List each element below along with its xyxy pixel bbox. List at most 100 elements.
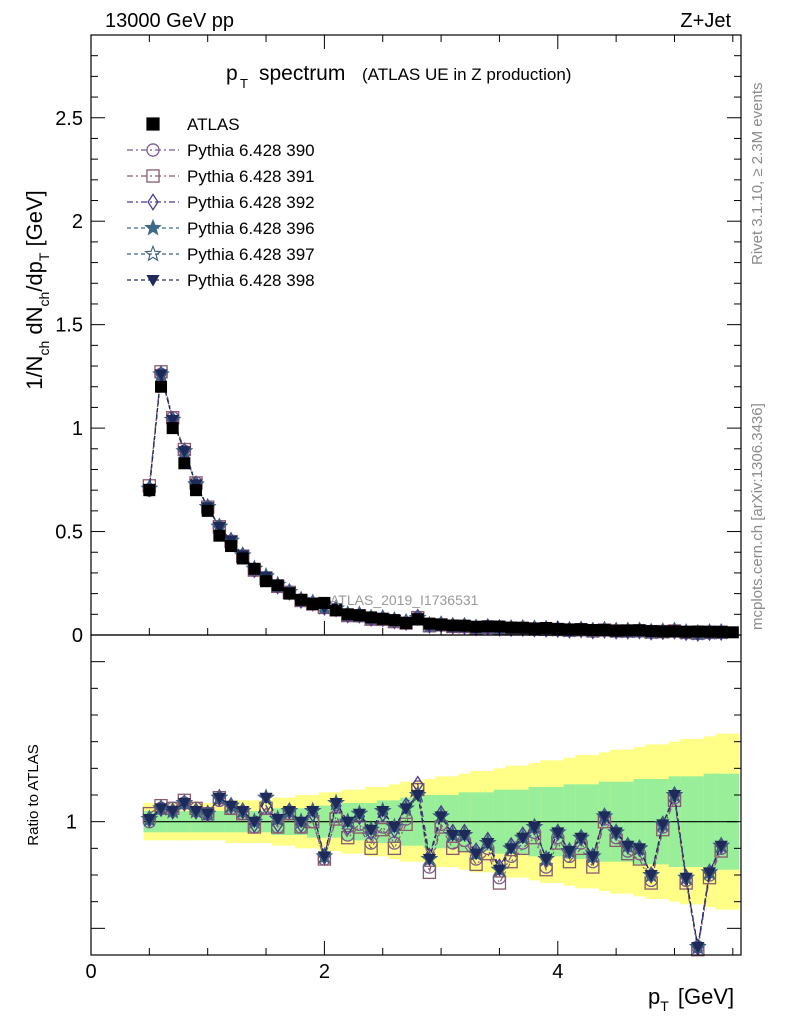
ratio-series-point <box>411 790 425 802</box>
atlas-data-point <box>388 614 401 627</box>
ratio-series-point <box>469 848 483 861</box>
legend-marker <box>146 143 160 157</box>
legend-marker <box>146 169 160 183</box>
atlas-data-point <box>143 484 156 497</box>
atlas-data-point <box>656 625 669 638</box>
legend-marker-atlas <box>146 117 160 131</box>
atlas-data-point <box>528 622 541 635</box>
atlas-data-point <box>446 619 459 632</box>
y-tick-label: 1 <box>72 418 83 440</box>
legend-marker <box>144 244 162 262</box>
atlas-data-point <box>166 422 179 435</box>
legend-marker <box>144 218 162 236</box>
ratio-tick-label: 1 <box>66 812 77 834</box>
atlas-data-point <box>598 624 611 637</box>
ratio-series-point <box>399 803 413 815</box>
atlas-data-point <box>260 575 273 588</box>
x-tick-label: 4 <box>552 961 563 983</box>
ratio-series-point <box>294 816 308 829</box>
legend-label: Pythia 6.428 396 <box>187 219 315 238</box>
ratio-series-point <box>574 832 588 845</box>
atlas-data-point <box>540 621 553 634</box>
atlas-data-point <box>306 597 319 610</box>
atlas-data-point <box>435 618 448 631</box>
atlas-data-point <box>190 484 203 497</box>
legend-label: Pythia 6.428 390 <box>187 141 315 160</box>
ratio-series-point <box>224 800 238 813</box>
ratio-series-point <box>317 851 331 863</box>
ratio-series-point <box>597 811 612 823</box>
ratio-series-point <box>539 854 553 866</box>
ratio-series-point <box>212 792 226 805</box>
energy-label: 13000 GeV pp <box>105 10 234 32</box>
atlas-data-point <box>680 625 693 638</box>
ratio-series-point <box>142 814 156 826</box>
process-label: Z+Jet <box>680 10 731 32</box>
ratio-series-point <box>341 830 355 845</box>
ratio-series-layer <box>140 775 730 957</box>
atlas-data-point <box>178 457 191 470</box>
atlas-data-point <box>365 611 378 624</box>
ratio-series-point <box>376 806 390 818</box>
atlas-data-point <box>236 552 249 565</box>
ratio-series-point <box>422 865 437 880</box>
ratio-series-point <box>702 867 717 879</box>
atlas-data-point <box>470 620 483 633</box>
atlas-data-point <box>353 609 366 622</box>
ratio-series-point <box>166 806 180 818</box>
atlas-data-point <box>318 596 331 609</box>
ratio-series-point <box>527 822 542 834</box>
atlas-data-point <box>458 619 471 632</box>
legend-label: Pythia 6.428 392 <box>187 193 315 212</box>
y-tick-label: 0 <box>72 625 83 647</box>
ratio-series-point <box>341 816 355 829</box>
axis-ticks: 0 0.5 1 1.5 2 2.5 0 2 4 1 <box>55 35 741 983</box>
y-axis-title: 1/Nch dNch/dpT [GeV] <box>22 190 52 390</box>
atlas-data-point <box>295 593 308 606</box>
ratio-series-point <box>504 854 518 869</box>
ratio-series-point <box>364 841 378 856</box>
ratio-series-point <box>586 851 600 863</box>
ratio-series-point <box>352 808 367 821</box>
svg-text:pT [GeV]: pT [GeV] <box>648 984 734 1014</box>
atlas-data-point <box>400 617 413 629</box>
atlas-data-point <box>225 540 238 553</box>
atlas-data-point <box>586 624 599 637</box>
ratio-series-point <box>387 822 402 834</box>
ratio-series-point <box>247 816 261 829</box>
atlas-data-point <box>575 623 588 636</box>
atlas-data-point <box>691 625 704 638</box>
atlas-data-point <box>563 623 576 636</box>
ratio-series-point <box>154 803 168 815</box>
atlas-data-point <box>715 625 728 638</box>
atlas-data-point <box>201 504 214 517</box>
rivet-version-label: Rivet 3.1.10, ≥ 2.3M events <box>749 83 766 266</box>
ratio-series-point <box>492 864 507 877</box>
atlas-data-point <box>645 625 658 638</box>
plot-title: p T spectrum (ATLAS UE in Z production) <box>226 62 571 91</box>
atlas-data-point <box>411 613 424 626</box>
legend-label-atlas: ATLAS <box>187 115 240 134</box>
atlas-data-point <box>330 604 343 617</box>
ratio-series-point <box>434 811 448 823</box>
title-spectrum: spectrum <box>259 62 345 85</box>
ratio-series-point <box>562 846 577 858</box>
main-series-point <box>177 446 191 458</box>
atlas-data-point <box>516 621 529 634</box>
ratio-series-point <box>271 814 285 826</box>
atlas-data-point <box>271 579 284 592</box>
legend-label: Pythia 6.428 398 <box>187 271 315 290</box>
atlas-data-point <box>341 608 354 621</box>
legend: ATLAS Pythia 6.428 390 Pythia 6.428 391 Pyt… <box>127 115 315 290</box>
atlas-data-point <box>493 620 506 633</box>
ratio-series-point <box>667 790 682 802</box>
ratio-series-point <box>387 841 402 856</box>
ratio-series-point <box>189 806 203 818</box>
title-paren: (ATLAS UE in Z production) <box>362 65 571 84</box>
atlas-data-point <box>248 562 261 575</box>
ratio-series-point <box>609 827 623 839</box>
main-series-point <box>212 521 226 534</box>
ratio-series-point <box>201 808 215 821</box>
ratio-series-point <box>236 806 250 818</box>
